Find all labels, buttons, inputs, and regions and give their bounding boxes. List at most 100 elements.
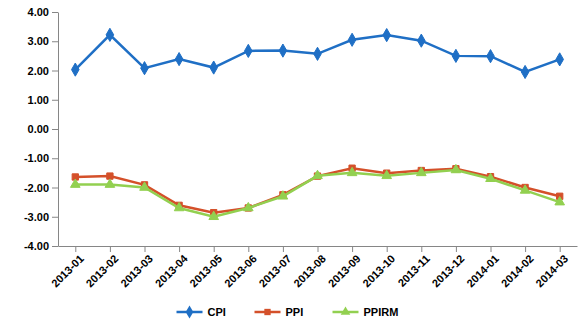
chart: 4.003.002.001.000.00-1.00-2.00-3.00-4.00…: [0, 0, 587, 326]
x-tick-label: 2013-02: [83, 252, 120, 289]
y-tick-mark: [52, 129, 58, 130]
series-marker: [313, 170, 323, 178]
x-tick: 2013-10: [360, 246, 397, 289]
x-tick: 2014-01: [464, 246, 501, 289]
series-marker: [486, 173, 496, 181]
x-tick: 2013-11: [395, 246, 432, 289]
x-tick-label: 2013-06: [222, 252, 259, 289]
series-marker: [174, 202, 184, 210]
legend-label: PPI: [286, 306, 304, 318]
plot: 4.003.002.001.000.00-1.00-2.00-3.00-4.00…: [24, 6, 578, 289]
series-marker: [106, 28, 114, 41]
x-tick-label: 2013-10: [360, 252, 397, 289]
series-marker: [105, 179, 115, 187]
y-tick-mark: [52, 188, 58, 189]
x-tick-label: 2013-01: [49, 252, 86, 289]
series-marker: [555, 197, 565, 205]
x-tick-label: 2013-11: [395, 252, 432, 289]
x-tick-mark: [491, 246, 492, 252]
x-tick: 2013-06: [222, 246, 259, 289]
y-tick-mark: [52, 41, 58, 42]
y-tick-mark: [52, 12, 58, 13]
x-tick: 2013-05: [187, 246, 224, 289]
series-marker: [70, 179, 80, 187]
x-tick: 2013-08: [291, 246, 328, 289]
y-axis-line: [58, 13, 59, 247]
x-tick-label: 2013-04: [153, 252, 191, 290]
series-marker: [348, 33, 356, 46]
legend-item: PPI: [255, 306, 304, 318]
x-tick-mark: [318, 246, 319, 252]
legend-label: CPI: [208, 306, 226, 318]
series-marker: [243, 202, 253, 210]
x-tick-mark: [145, 246, 146, 252]
x-tick-label: 2014-03: [533, 252, 570, 289]
y-tick: -2.00: [24, 182, 58, 194]
series-markers: [70, 164, 564, 219]
y-tick-label: -1.00: [24, 152, 49, 164]
x-tick-mark: [110, 246, 111, 252]
x-tick: 2013-12: [429, 246, 466, 289]
x-tick-mark: [352, 246, 353, 252]
series-marker: [347, 167, 357, 175]
series-marker: [278, 191, 288, 199]
y-tick: 4.00: [28, 6, 58, 18]
x-tick-label: 2013-05: [187, 252, 224, 289]
series-markers: [72, 28, 564, 78]
x-tick-label: 2014-02: [499, 252, 536, 289]
x-tick-label: 2013-03: [118, 252, 155, 289]
y-tick-mark: [52, 71, 58, 72]
y-tick: 1.00: [28, 94, 58, 106]
series-marker: [487, 50, 495, 63]
y-tick-mark: [52, 100, 58, 101]
y-tick: -1.00: [24, 152, 58, 164]
y-tick-mark: [52, 158, 58, 159]
series-marker: [521, 65, 529, 78]
y-tick-label: -4.00: [24, 240, 49, 252]
series-marker: [418, 34, 426, 47]
series-line: [75, 35, 559, 72]
x-tick-mark: [421, 246, 422, 252]
series-line: [75, 168, 559, 212]
x-tick-mark: [387, 246, 388, 252]
y-axis: 4.003.002.001.000.00-1.00-2.00-3.00-4.00: [24, 6, 59, 252]
series-marker: [175, 53, 183, 66]
series-marker: [245, 44, 253, 57]
x-tick-mark: [248, 246, 249, 252]
x-tick-mark: [179, 246, 180, 252]
series-marker: [383, 29, 391, 42]
x-tick-mark: [456, 246, 457, 252]
x-tick-mark: [75, 246, 76, 252]
legend-marker: [186, 305, 194, 318]
x-tick-label: 2013-12: [429, 252, 466, 289]
series-marker: [210, 61, 218, 74]
y-tick: 0.00: [28, 123, 58, 135]
x-tick: 2014-03: [533, 246, 570, 289]
series-marker: [209, 211, 219, 219]
series-marker: [279, 44, 287, 57]
x-tick: 2013-02: [83, 246, 120, 289]
y-tick: -4.00: [24, 240, 58, 252]
y-tick-mark: [52, 217, 58, 218]
y-tick: 3.00: [28, 35, 58, 47]
legend-label: PPIRM: [364, 306, 399, 318]
series-marker: [141, 62, 149, 75]
x-tick: 2013-03: [118, 246, 155, 289]
y-tick-mark: [52, 246, 58, 247]
x-tick: 2013-01: [49, 246, 86, 289]
x-tick-label: 2013-08: [291, 252, 328, 289]
y-tick-label: 3.00: [28, 35, 49, 47]
series-marker: [382, 170, 392, 178]
x-tick-mark: [525, 246, 526, 252]
x-tick-label: 2014-01: [464, 252, 501, 289]
x-tick-label: 2013-09: [326, 252, 363, 289]
legend-item: PPIRM: [333, 306, 399, 318]
y-tick-label: -2.00: [24, 182, 49, 194]
y-tick-label: 4.00: [28, 6, 49, 18]
x-tick-mark: [560, 246, 561, 252]
y-tick-label: 0.00: [28, 123, 49, 135]
x-tick-label: 2013-07: [256, 252, 293, 289]
series-line: [75, 170, 559, 217]
x-tick-mark: [283, 246, 284, 252]
series-marker: [520, 185, 530, 193]
